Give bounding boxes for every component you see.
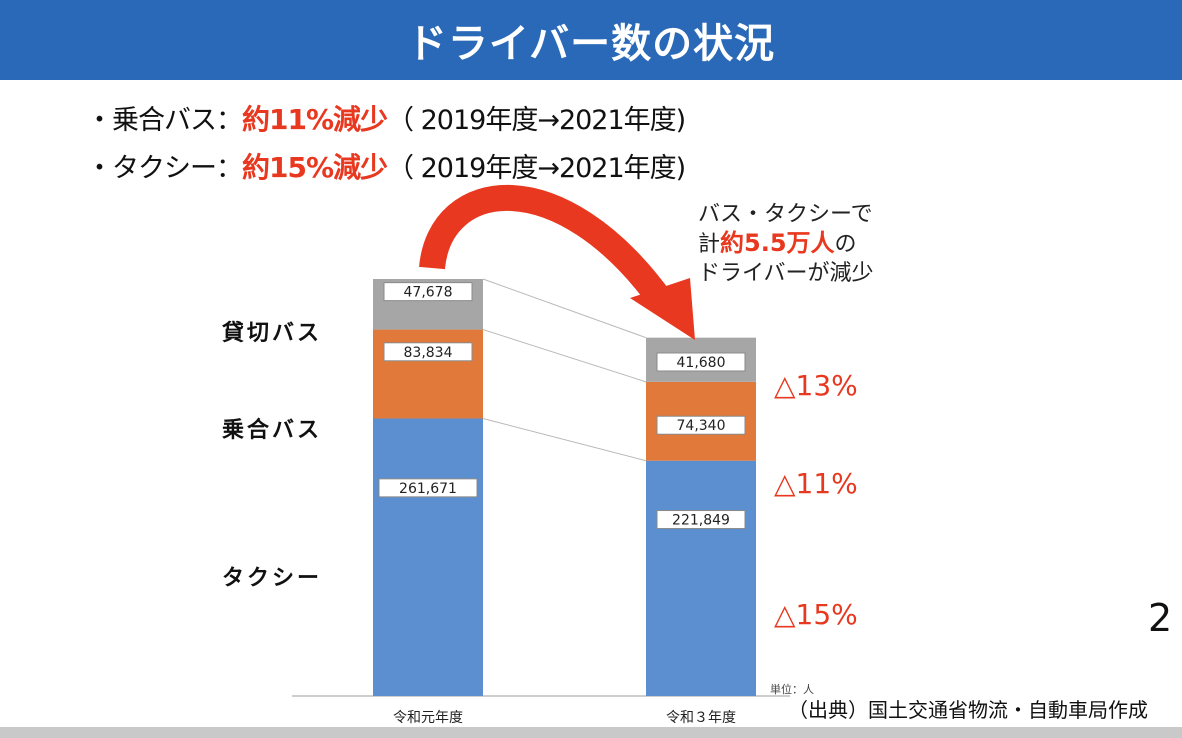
connector-line [482,329,647,383]
change-label: △15% [774,598,858,631]
change-label: △11% [774,467,858,500]
value-label-box [378,478,478,498]
value-label: 41,680 [677,355,726,371]
callout-text: バス・タクシーで 計約5.5万人の ドライバーが減少 [698,200,874,288]
callout-line-2: 計約5.5万人の [698,229,874,259]
callout-highlight: 約5.5万人 [720,229,835,257]
callout-line-1: バス・タクシーで [698,202,873,227]
value-label-box [383,282,473,302]
x-tick-label: 令和元年度 [393,710,463,726]
header-bar: ドライバー数の状況 [0,0,1182,80]
bar-taxi-1 [646,460,756,696]
legend-label: 乗合バス [222,417,322,443]
bullet-highlight: 約11%減少 [242,103,388,136]
value-label: 83,834 [404,345,453,361]
unit-label: 単位：人 [770,682,814,696]
value-label-box [656,415,746,435]
value-label-box [656,510,746,530]
change-label: △13% [774,369,858,402]
connector-line [482,278,647,339]
bullet-highlight: 約15%減少 [242,151,388,184]
page-title: ドライバー数の状況 [406,21,776,67]
value-label-box [383,342,473,362]
value-label: 221,849 [672,513,730,529]
bullet-prefix: ・乗合バス： [86,105,243,136]
value-label-box [656,352,746,372]
bullet-prefix: ・タクシー： [86,153,243,184]
bullet-route-bus: ・乗合バス：約11%減少（ 2019年度→2021年度) [86,98,686,138]
bullet-suffix: （ 2019年度→2021年度) [387,153,686,184]
callout-suffix: の [834,232,857,257]
value-label: 74,340 [677,418,726,434]
arrow-head-icon [630,278,695,340]
bullet-taxi: ・タクシー：約15%減少（ 2019年度→2021年度) [86,146,686,186]
curved-arrow-icon [419,185,673,310]
bottom-strip [0,727,1182,738]
page-number: 2 [1148,596,1173,640]
legend-label: タクシー [222,566,322,591]
callout-line-3: ドライバーが減少 [698,261,874,286]
legend-label: 貸切バス [221,320,322,346]
bar-taxi-0 [373,418,483,696]
value-label: 47,678 [404,285,453,301]
value-label: 261,671 [399,481,457,497]
source-note: （出典）国土交通省物流・自動車局作成 [788,698,1148,722]
callout-prefix: 計 [698,232,721,257]
bullet-suffix: （ 2019年度→2021年度) [387,105,686,136]
connector-line [482,417,647,462]
x-tick-label: 令和３年度 [666,710,736,726]
